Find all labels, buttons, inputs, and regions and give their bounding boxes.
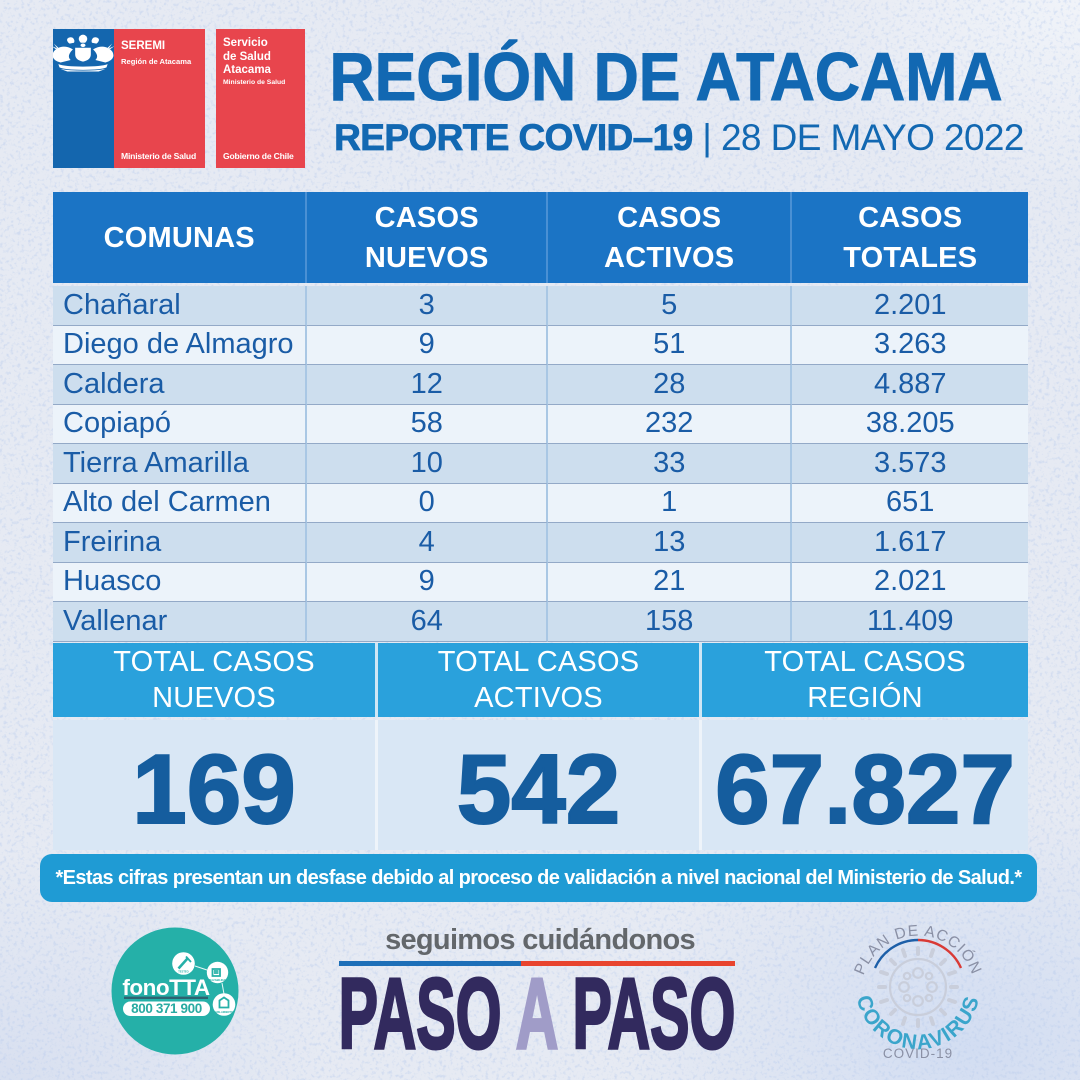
svg-text:COVID-19: COVID-19 — [883, 1046, 953, 1061]
svg-text:800 371 900: 800 371 900 — [131, 1001, 202, 1016]
svg-text:TRAZABILIDAD: TRAZABILIDAD — [208, 978, 227, 982]
svg-text:fonoTTA: fonoTTA — [122, 975, 210, 1000]
svg-text:TESTEO: TESTEO — [178, 970, 188, 974]
svg-text:AISLAMIENTO: AISLAMIENTO — [215, 1010, 233, 1014]
